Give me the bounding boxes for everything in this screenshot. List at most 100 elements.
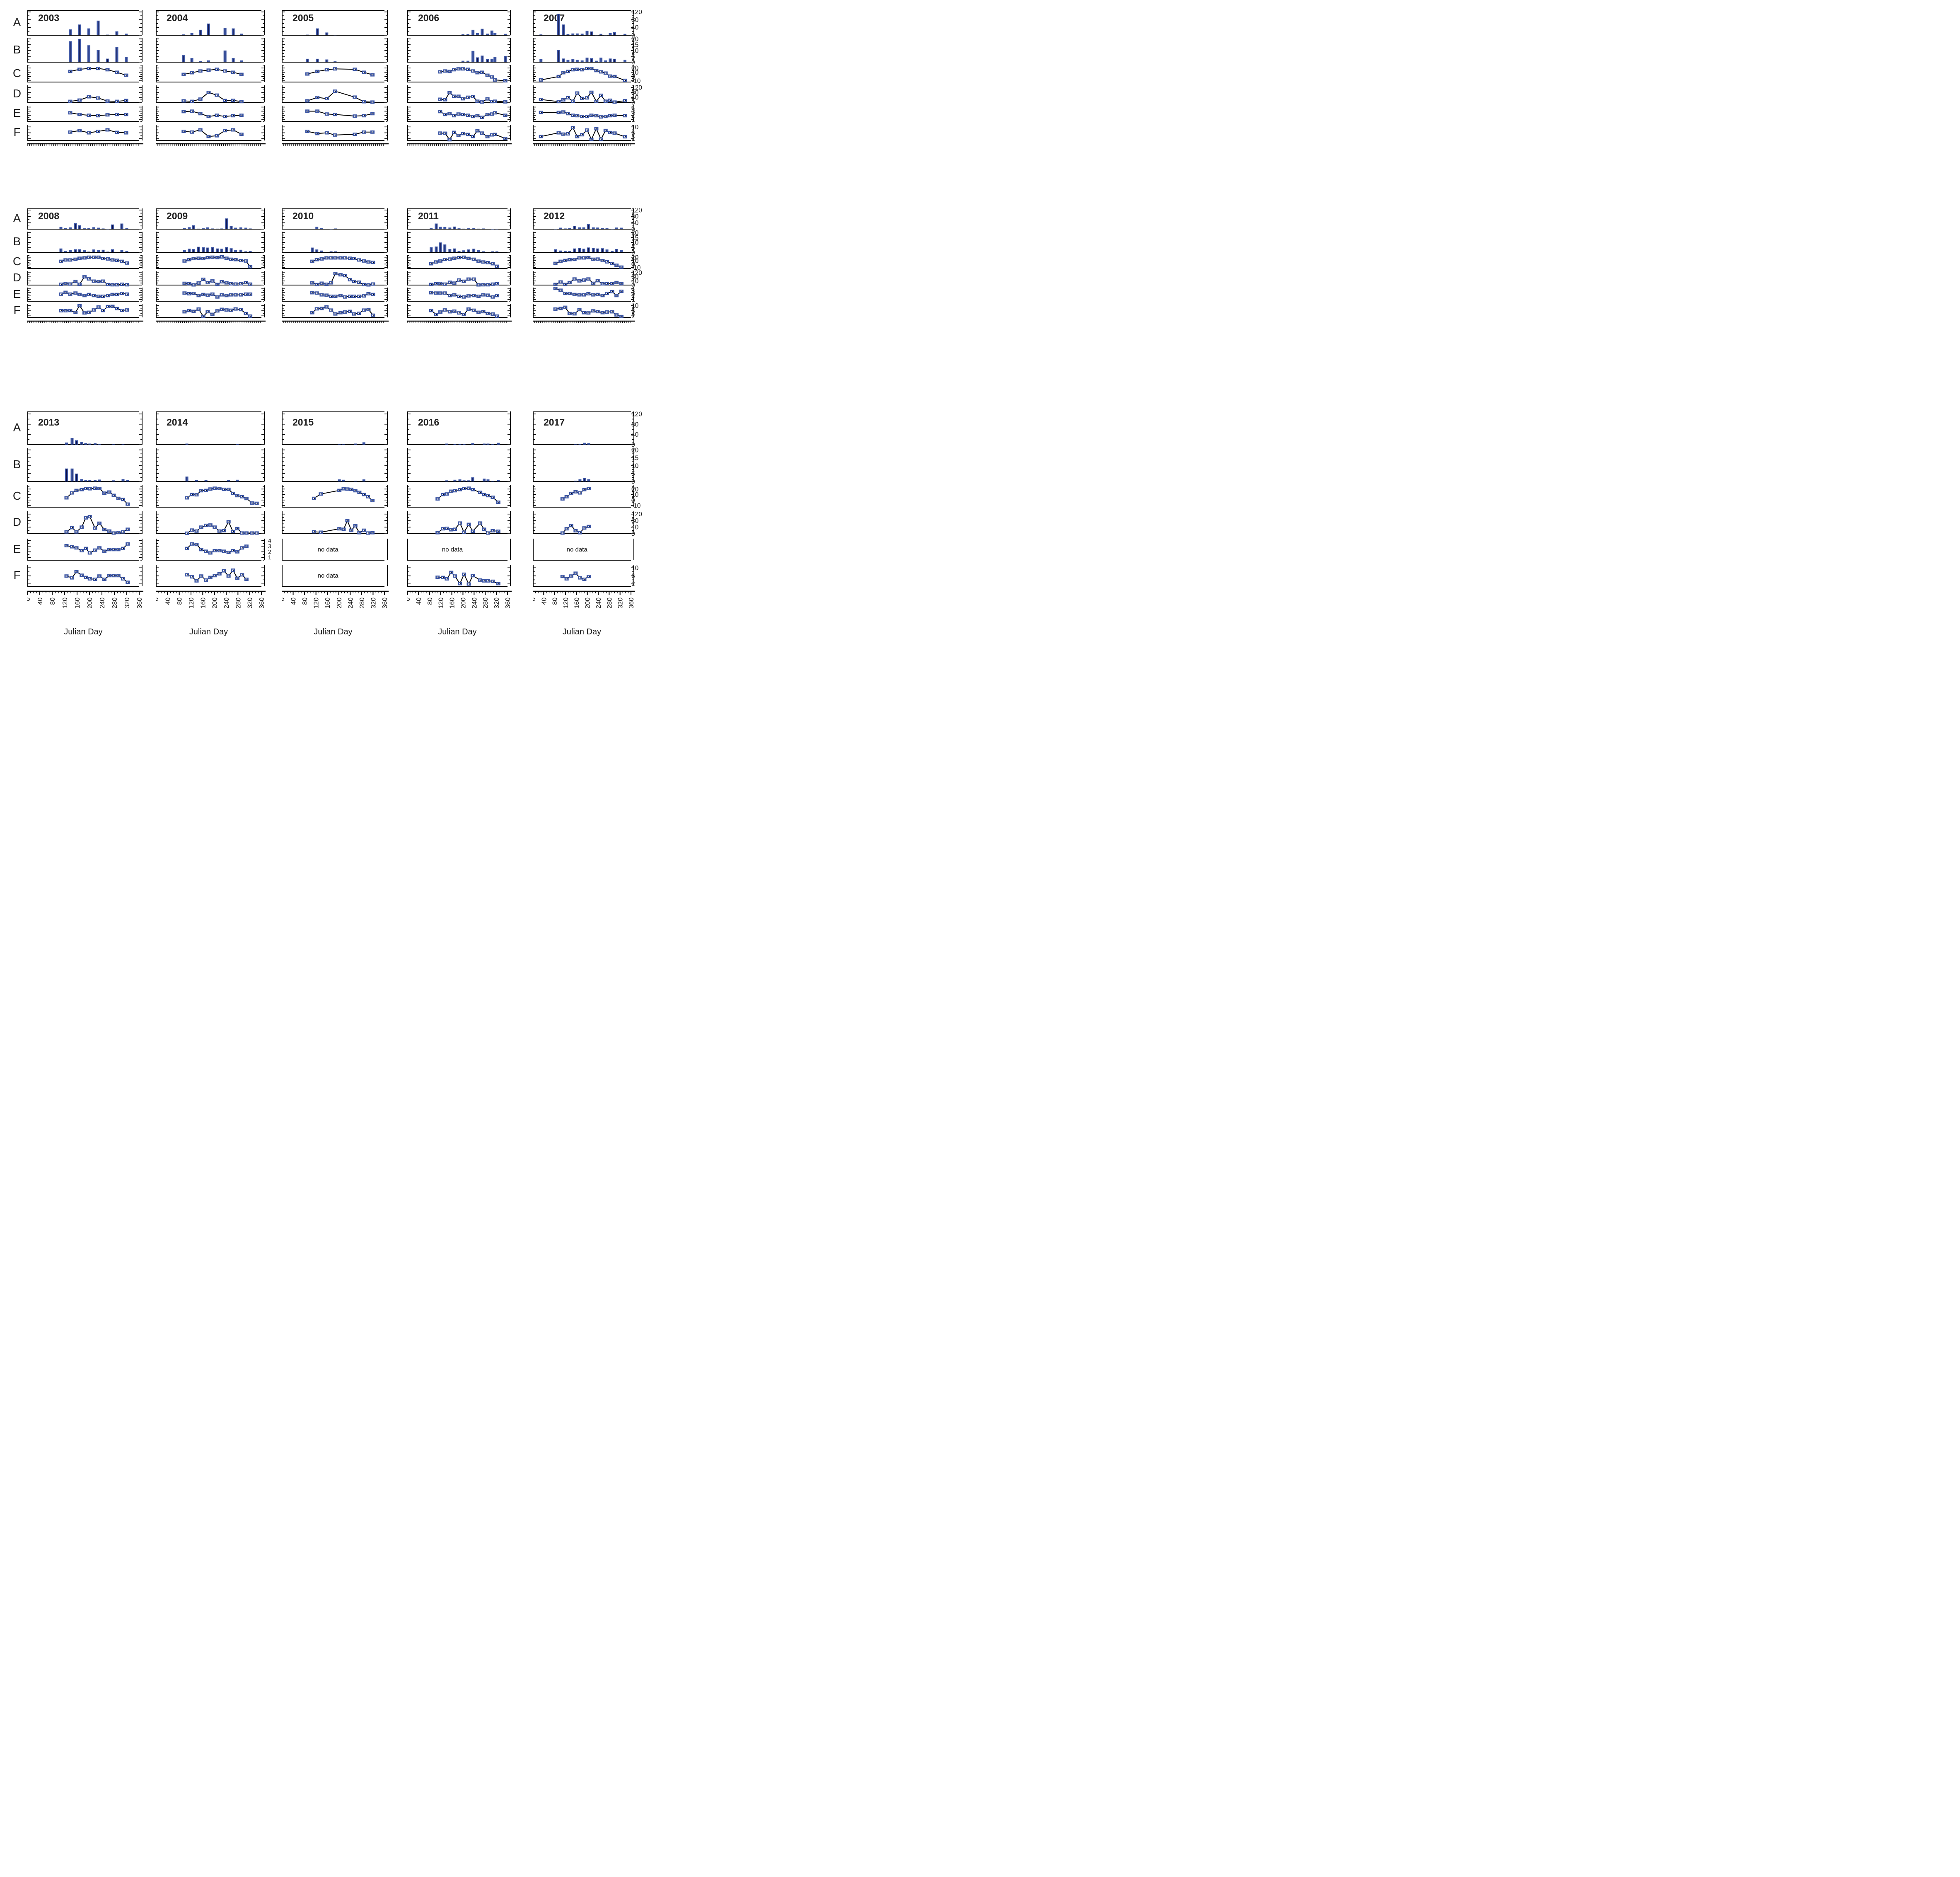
marker-D (582, 526, 587, 530)
bar-A (69, 227, 72, 229)
marker-C (566, 70, 570, 73)
marker-E (343, 295, 347, 299)
y-axis-label-D: 120 (631, 85, 642, 92)
marker-C (496, 501, 500, 504)
marker-D (101, 279, 105, 283)
marker-F (503, 137, 508, 140)
marker-D (115, 283, 119, 287)
row-label-A: A (13, 212, 21, 225)
marker-D (553, 283, 558, 286)
panel-2012-C (533, 255, 634, 269)
marker-E (222, 549, 226, 553)
marker-E (466, 294, 471, 298)
x-tick-label: 360 (382, 597, 389, 609)
inline-axis-label: 4 (268, 537, 271, 544)
marker-D (102, 528, 106, 532)
bar-A (94, 443, 97, 445)
marker-C (603, 71, 608, 75)
bar-B (580, 60, 584, 62)
marker-D (333, 272, 338, 276)
marker-E (594, 114, 599, 118)
y-axis-label-B: 15 (631, 235, 638, 242)
row-label-E: E (13, 106, 21, 119)
bar-A (620, 227, 623, 229)
bar-A (125, 228, 128, 229)
marker-D (352, 280, 356, 283)
year-column-2010: 2010 (282, 208, 408, 329)
x-tick-label: 320 (370, 597, 377, 609)
marker-C (349, 487, 354, 491)
marker-D (435, 531, 440, 535)
marker-E (224, 294, 229, 298)
marker-D (357, 531, 362, 535)
marker-C (231, 70, 235, 74)
marker-C (124, 73, 128, 77)
bar-B (64, 251, 67, 252)
right-axis-gutter: 120 80 40 0 20 15 10 5 0 20 10 0 -10 120 80 40 0 4 3 2 1 10 6 2 (629, 10, 653, 152)
marker-C (434, 260, 438, 264)
panel-2012-E (533, 287, 634, 302)
panel-2010-E (282, 288, 388, 302)
marker-F (452, 131, 456, 134)
panel-2012-F (533, 304, 634, 318)
marker-C (213, 486, 217, 490)
x-axis-2005 (282, 143, 389, 146)
marker-C (452, 68, 456, 72)
bar-A (574, 444, 577, 445)
panel-2007-B (533, 38, 634, 63)
marker-C (240, 495, 244, 498)
y-axis-label-C: 10 (631, 258, 639, 265)
panel-2003-E (27, 106, 143, 122)
marker-D (235, 527, 239, 530)
bar-A (482, 228, 485, 229)
marker-D (362, 100, 366, 104)
marker-D (578, 531, 582, 535)
marker-D (215, 283, 220, 286)
right-axis-gutter: 120 80 40 0 20 15 10 5 0 20 10 0 -10 120 80 40 0 4 3 2 1 10 6 2 (629, 208, 653, 329)
marker-D (563, 283, 568, 286)
year-title: 2017 (544, 417, 565, 428)
marker-E (556, 111, 561, 114)
row-label-A: A (13, 421, 21, 434)
marker-E (333, 295, 338, 298)
marker-E (539, 111, 543, 114)
marker-C (458, 488, 462, 491)
marker-C (608, 74, 612, 78)
marker-D (591, 281, 596, 285)
panel-2012-B (533, 232, 634, 253)
bar-A (462, 444, 466, 445)
marker-C (357, 258, 361, 262)
marker-D (589, 90, 594, 94)
marker-E (329, 295, 334, 298)
panel-2014-A (156, 411, 265, 445)
x-tick-label: 200 (212, 597, 219, 609)
marker-E (310, 291, 314, 295)
marker-C (471, 69, 475, 73)
marker-E (68, 111, 73, 115)
marker-C (181, 73, 186, 76)
marker-D (93, 526, 97, 530)
marker-F (124, 131, 128, 135)
year-title: 2015 (292, 417, 314, 428)
marker-F (462, 572, 466, 576)
marker-F (445, 577, 449, 581)
x-axis-title: Julian Day (189, 627, 228, 636)
y-axis-label-B: 20 (631, 230, 639, 237)
bar-A (472, 228, 476, 229)
panel-2004-B (156, 38, 265, 63)
marker-F (458, 582, 462, 585)
marker-D (314, 283, 319, 286)
marker-E (239, 114, 244, 117)
marker-E (495, 294, 499, 298)
marker-C (490, 75, 494, 79)
panel-2011-E (407, 288, 511, 302)
bar-A (486, 443, 490, 445)
panel-2008-F (27, 304, 143, 318)
marker-C (254, 501, 259, 505)
x-tick-label: 240 (347, 597, 354, 609)
marker-D (73, 280, 78, 283)
panel-2014-B (156, 448, 265, 482)
marker-D (486, 283, 490, 287)
marker-F (182, 310, 187, 314)
marker-E (196, 294, 201, 298)
